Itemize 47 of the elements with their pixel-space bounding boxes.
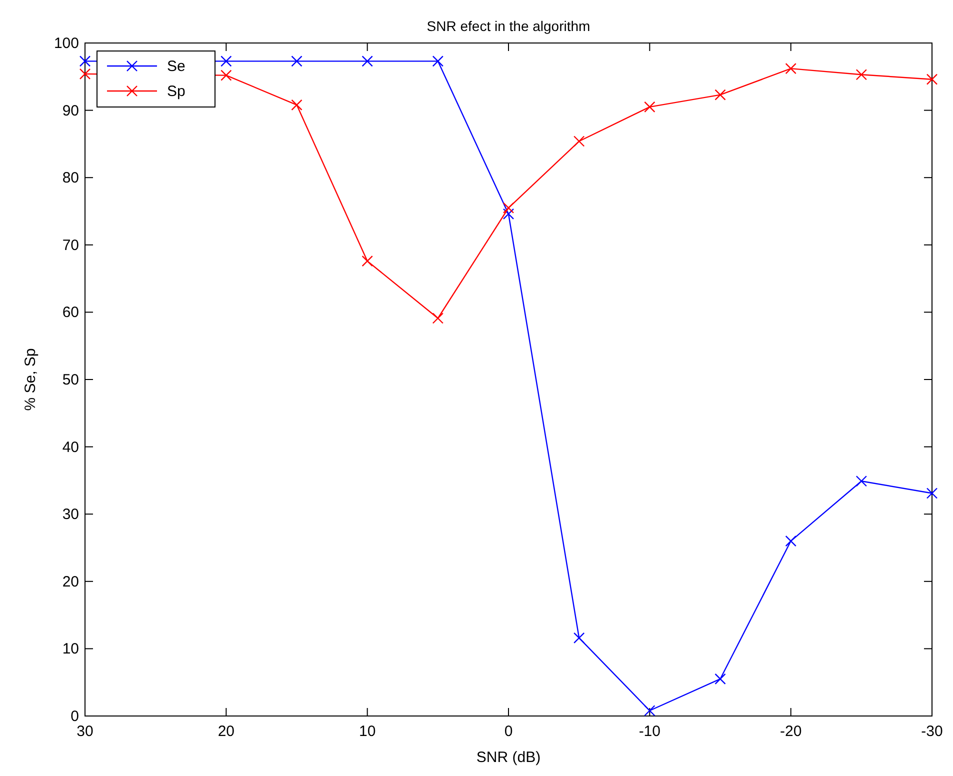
x-tick-label: 0 (504, 723, 513, 740)
point (502, 208, 514, 220)
y-axis-title: % Se, Sp (22, 348, 39, 411)
y-tick-label: 50 (62, 372, 79, 388)
point (291, 99, 302, 111)
point (644, 101, 656, 113)
x-tick-label: -20 (780, 723, 802, 740)
point (220, 56, 232, 67)
y-tick-label: 90 (62, 102, 79, 120)
chart-title: SNR efect in the algorithm (426, 18, 590, 34)
x-tick-label: -30 (921, 723, 943, 740)
point (432, 312, 444, 324)
point (644, 705, 656, 716)
point (573, 136, 585, 147)
x-tick-label: 30 (76, 723, 94, 740)
y-tick-label: 70 (62, 236, 79, 254)
y-tick-label: 40 (62, 438, 79, 456)
point (362, 255, 373, 267)
point (856, 69, 868, 80)
point (502, 202, 514, 214)
y-tick-label: 10 (62, 640, 79, 658)
point (291, 56, 302, 67)
point (362, 56, 373, 67)
y-tick-label: 60 (62, 304, 79, 322)
y-tick-label: 100 (54, 35, 79, 52)
y-tick-label: 80 (62, 170, 79, 187)
x-tick-label: 20 (218, 723, 235, 740)
legend-label: Se (167, 58, 186, 75)
y-tick-label: 20 (62, 573, 79, 590)
point (714, 89, 726, 100)
x-axis-title: SNR (dB) (476, 749, 541, 766)
point (432, 56, 444, 67)
point (79, 68, 91, 80)
point (926, 74, 938, 85)
y-tick-label: 30 (62, 506, 79, 524)
point (785, 535, 796, 547)
x-tick-label: -10 (638, 723, 661, 740)
y-tick-label: 0 (70, 708, 79, 725)
point (856, 476, 868, 487)
point (926, 488, 938, 499)
point (785, 62, 796, 74)
point (714, 673, 726, 685)
x-tick-label: 10 (358, 723, 376, 740)
point (79, 56, 91, 67)
point (220, 70, 232, 81)
point (573, 632, 585, 644)
legend-label: Sp (167, 83, 186, 100)
